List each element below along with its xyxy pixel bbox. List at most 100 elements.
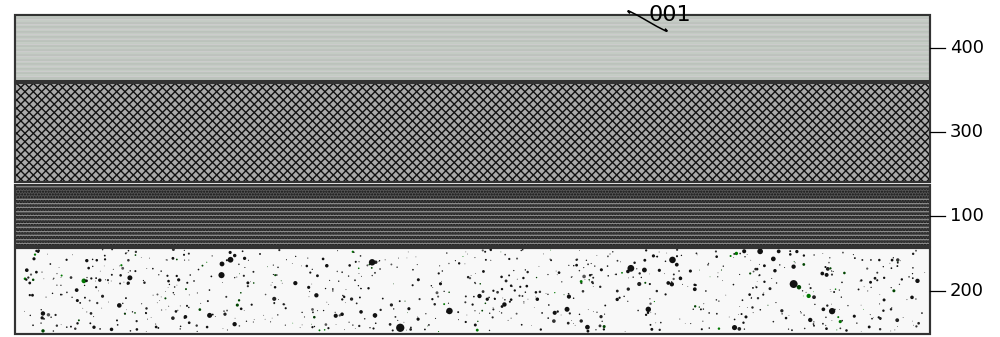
Point [893, 258, 909, 264]
Point [723, 253, 739, 259]
Point [905, 323, 921, 328]
Point [917, 270, 933, 275]
Bar [15, 241, 930, 242]
Point [83, 311, 99, 316]
Point [769, 280, 785, 286]
Point [122, 328, 138, 334]
Point [457, 300, 473, 305]
Point [573, 280, 589, 286]
Point [824, 318, 840, 323]
Point [237, 265, 253, 270]
Point [801, 281, 817, 287]
Point [908, 324, 924, 329]
Point [235, 249, 251, 254]
Point [625, 274, 641, 280]
Point [277, 323, 293, 328]
Point [432, 263, 448, 269]
Point [485, 307, 501, 312]
Point [429, 290, 445, 296]
Point [475, 248, 491, 253]
Point [19, 268, 35, 273]
Point [141, 255, 157, 261]
Point [738, 314, 754, 319]
Point [122, 275, 138, 280]
Point [485, 305, 501, 310]
Point [441, 261, 457, 266]
Point [350, 283, 366, 288]
Point [726, 251, 742, 257]
Bar [15, 205, 930, 206]
Point [138, 310, 154, 316]
Point [227, 315, 243, 321]
Point [752, 307, 768, 312]
Point [700, 262, 716, 268]
Point [834, 280, 850, 285]
Point [200, 298, 216, 304]
Point [301, 294, 317, 300]
Point [727, 317, 743, 322]
Point [509, 256, 525, 261]
Point [608, 272, 624, 277]
Point [265, 272, 281, 277]
Point [300, 255, 316, 261]
Point [549, 272, 565, 277]
Point [120, 248, 136, 253]
Point [231, 271, 247, 276]
Point [483, 247, 499, 252]
Point [78, 278, 94, 283]
Point [271, 297, 287, 302]
Point [884, 305, 900, 311]
Point [814, 271, 830, 276]
Point [258, 292, 274, 297]
Point [138, 310, 154, 315]
Point [830, 314, 846, 320]
Point [820, 266, 836, 272]
Point [658, 292, 674, 297]
Point [849, 320, 865, 326]
Point [749, 267, 765, 272]
Point [743, 257, 759, 263]
Point [797, 326, 813, 331]
Point [673, 253, 689, 258]
Point [387, 314, 403, 319]
Point [520, 269, 536, 275]
Point [862, 312, 878, 317]
Point [212, 272, 228, 277]
Point [765, 256, 781, 262]
Point [494, 286, 510, 292]
Point [242, 279, 258, 284]
Point [458, 319, 474, 325]
Point [89, 257, 105, 263]
Point [460, 274, 476, 280]
Point [347, 326, 363, 331]
Point [103, 278, 119, 284]
Point [165, 256, 181, 261]
Point [412, 297, 428, 302]
Bar [15, 185, 930, 246]
Point [120, 257, 136, 263]
Point [264, 280, 280, 285]
Point [782, 252, 798, 257]
Point [31, 248, 47, 253]
Point [436, 301, 452, 307]
Point [129, 318, 145, 324]
Point [127, 268, 143, 274]
Point [299, 263, 315, 269]
Point [748, 284, 764, 290]
Bar [15, 229, 930, 230]
Point [540, 292, 556, 297]
Point [531, 264, 547, 269]
Text: 001: 001 [649, 5, 691, 25]
Point [589, 310, 605, 315]
Point [158, 257, 174, 263]
Point [341, 319, 357, 325]
Point [410, 316, 426, 322]
Point [702, 274, 718, 279]
Point [118, 251, 134, 256]
Point [67, 326, 83, 331]
Point [352, 295, 368, 300]
Point [708, 249, 724, 254]
Point [302, 289, 318, 294]
Point [771, 249, 787, 254]
Point [519, 283, 535, 289]
